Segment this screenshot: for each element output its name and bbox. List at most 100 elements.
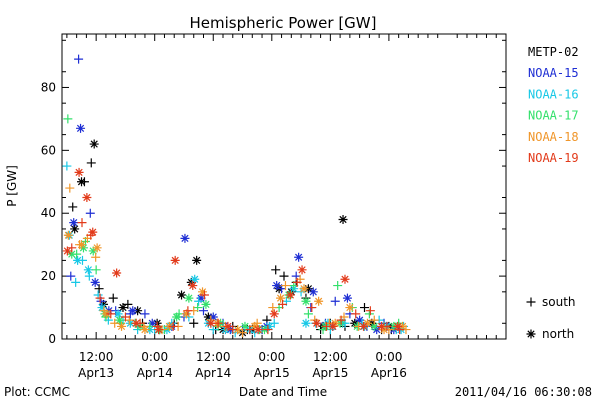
point-noaa-18-north <box>198 287 208 297</box>
point-noaa-19-south <box>307 303 317 313</box>
y-tick-label: 0 <box>48 332 56 346</box>
axes: 0 20 40 60 80 12:00 Apr13 0:00 Apr14 12:00 Apr14 0:… <box>41 34 506 380</box>
point-noaa-17-north <box>369 321 379 331</box>
point-metp-02-south <box>86 158 96 168</box>
point-noaa-19-south <box>183 306 193 316</box>
legend-entry-noaa-19: NOAA-19 <box>528 151 579 165</box>
point-noaa-15-south <box>85 208 95 218</box>
x-tick-label-date: Apr13 <box>78 366 114 380</box>
point-noaa-19-north <box>269 309 279 319</box>
point-noaa-18-north <box>92 243 102 253</box>
footer-credit: Plot: CCMC <box>4 385 70 399</box>
point-noaa-15-north <box>147 318 157 328</box>
x-tick-label-date: Apr15 <box>254 366 290 380</box>
point-noaa-16-north <box>301 318 311 328</box>
point-noaa-17-north <box>301 296 311 306</box>
point-metp-02-south <box>108 293 118 303</box>
point-noaa-17-north <box>67 249 77 259</box>
point-noaa-16-north <box>83 265 93 275</box>
point-metp-02-south <box>68 202 78 212</box>
point-noaa-19-north <box>223 321 233 331</box>
point-metp-02-north <box>133 306 143 316</box>
point-noaa-16-south <box>269 318 279 328</box>
point-noaa-19-south <box>199 290 209 300</box>
point-noaa-15-north <box>342 293 352 303</box>
point-noaa-15-south <box>330 296 340 306</box>
point-noaa-18-north <box>250 321 260 331</box>
point-noaa-15-north <box>90 277 100 287</box>
point-metp-02-south <box>189 318 199 328</box>
legend-entry-noaa-15: NOAA-15 <box>528 66 579 80</box>
point-noaa-19-north <box>170 255 180 265</box>
point-noaa-15-north <box>355 315 365 325</box>
point-noaa-19-north <box>74 167 84 177</box>
legend-entry-metp-02: METP-02 <box>528 45 579 59</box>
point-noaa-18-north <box>398 321 408 331</box>
point-noaa-16-south <box>194 296 204 306</box>
legend: METP-02 NOAA-15 NOAA-16 NOAA-17 NOAA-18 NOAA-… <box>526 45 579 341</box>
point-metp-02-north <box>70 224 80 234</box>
point-noaa-17-north <box>240 321 250 331</box>
chart-title: Hemispheric Power [GW] <box>190 14 377 32</box>
point-noaa-18-north <box>276 293 286 303</box>
point-noaa-18-south <box>280 281 290 291</box>
point-metp-02-north <box>177 290 187 300</box>
point-noaa-19-north <box>154 325 164 335</box>
point-noaa-19-north <box>377 321 387 331</box>
point-noaa-19-north <box>88 227 98 237</box>
point-metp-02-north <box>77 177 87 187</box>
footer-timestamp: 2011/04/16 06:30:08 <box>455 385 592 399</box>
point-noaa-19-north <box>112 268 122 278</box>
point-noaa-18-north <box>362 318 372 328</box>
point-noaa-17-south <box>303 309 313 319</box>
x-tick-label-time: 12:00 <box>79 350 114 364</box>
point-noaa-15-south <box>198 306 208 316</box>
point-noaa-19-south <box>365 306 375 316</box>
point-noaa-19-north <box>297 265 307 275</box>
point-noaa-19-south <box>106 309 116 319</box>
point-noaa-19-north <box>359 321 369 331</box>
point-metp-02-north <box>338 215 348 225</box>
point-noaa-19-south <box>278 299 288 309</box>
point-noaa-15-north <box>104 306 114 316</box>
point-noaa-17-north <box>184 293 194 303</box>
point-noaa-15-north <box>180 233 190 243</box>
point-noaa-15-north <box>308 287 318 297</box>
point-noaa-19-south <box>228 325 238 335</box>
legend-label-south: south <box>542 295 576 309</box>
point-noaa-19-south <box>95 293 105 303</box>
legend-marker-south <box>526 297 536 307</box>
point-metp-02-south <box>271 265 281 275</box>
x-tick-label-date: Apr16 <box>371 366 407 380</box>
point-noaa-16-south <box>84 271 94 281</box>
point-noaa-16-north <box>125 318 135 328</box>
point-noaa-17-north <box>201 299 211 309</box>
point-metp-02-north <box>118 303 128 313</box>
point-noaa-15-north <box>208 312 218 322</box>
point-noaa-18-south <box>238 328 248 338</box>
x-tick-label-time: 0:00 <box>258 350 285 364</box>
point-metp-02-north <box>203 312 213 322</box>
point-metp-02-south <box>94 284 104 294</box>
plot-frame <box>61 33 507 340</box>
x-tick-label-time: 0:00 <box>141 350 168 364</box>
point-noaa-17-north <box>172 312 182 322</box>
point-noaa-16-north <box>264 321 274 331</box>
point-noaa-16-south <box>62 161 72 171</box>
point-noaa-15-north <box>76 123 86 133</box>
point-noaa-18-south <box>91 252 101 262</box>
legend-label-north: north <box>542 327 574 341</box>
point-noaa-15-south <box>140 309 150 319</box>
point-noaa-15-south <box>74 54 84 64</box>
point-noaa-18-north <box>233 325 243 335</box>
point-noaa-18-north <box>345 303 355 313</box>
point-metp-02-south <box>123 299 133 309</box>
point-noaa-19-south <box>245 325 255 335</box>
point-noaa-19-north <box>131 318 141 328</box>
point-noaa-19-south <box>263 325 273 335</box>
point-noaa-16-north <box>97 303 107 313</box>
point-metp-02-north <box>98 299 108 309</box>
data-points <box>62 54 411 338</box>
point-noaa-19-north <box>285 290 295 300</box>
